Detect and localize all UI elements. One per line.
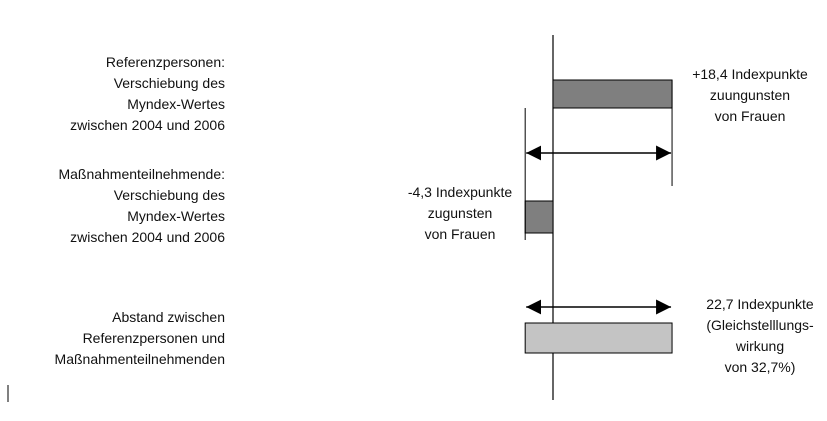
bar <box>524 200 554 234</box>
value-label: 22,7 Indexpunkte (Gleichstelllungs- wirk… <box>706 296 814 375</box>
category-label: Referenzpersonen: Verschiebung des Mynde… <box>70 54 225 133</box>
value-label: +18,4 Indexpunkte zuungunsten von Frauen <box>692 66 808 124</box>
category-label: Abstand zwischen Referenzpersonen und Ma… <box>54 309 225 367</box>
bar <box>552 79 673 109</box>
category-label: Maßnahmenteilnehmende: Verschiebung des … <box>58 166 225 245</box>
bar <box>524 322 673 354</box>
value-label: -4,3 Indexpunkte zugunsten von Frauen <box>407 184 513 242</box>
